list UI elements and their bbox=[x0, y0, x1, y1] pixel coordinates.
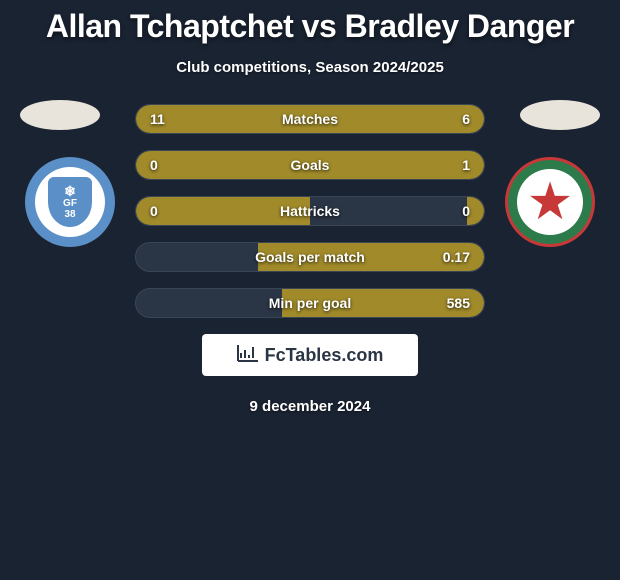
brand-text: FcTables.com bbox=[265, 345, 384, 366]
stat-label: Goals bbox=[291, 157, 330, 173]
stat-bar-hattricks: 0 Hattricks 0 bbox=[135, 196, 485, 226]
redstar-badge-icon: ★ bbox=[505, 157, 595, 247]
page-title: Allan Tchaptchet vs Bradley Danger bbox=[0, 0, 620, 45]
grenoble-badge-icon: ❄ GF 38 bbox=[25, 157, 115, 247]
stat-value-right: 585 bbox=[447, 295, 470, 311]
stat-value-right: 6 bbox=[462, 111, 470, 127]
team-logo-right: ★ bbox=[500, 152, 600, 252]
branding-badge: FcTables.com bbox=[202, 334, 418, 376]
stat-value-right: 1 bbox=[462, 157, 470, 173]
subtitle: Club competitions, Season 2024/2025 bbox=[0, 59, 620, 76]
team-logo-left: ❄ GF 38 bbox=[20, 152, 120, 252]
player-photo-right bbox=[520, 100, 600, 130]
snowflake-icon: ❄ bbox=[64, 184, 76, 198]
stat-value-left: 11 bbox=[150, 111, 165, 127]
stat-value-right: 0.17 bbox=[443, 249, 470, 265]
date-label: 9 december 2024 bbox=[0, 398, 620, 415]
stat-label: Matches bbox=[282, 111, 338, 127]
stat-fill-right bbox=[199, 151, 484, 179]
stat-bar-mpg: Min per goal 585 bbox=[135, 288, 485, 318]
stat-value-left: 0 bbox=[150, 157, 158, 173]
stat-label: Hattricks bbox=[280, 203, 340, 219]
stat-label: Min per goal bbox=[269, 295, 351, 311]
stat-bar-goals: 0 Goals 1 bbox=[135, 150, 485, 180]
star-icon: ★ bbox=[527, 176, 574, 228]
stat-value-right: 0 bbox=[462, 203, 470, 219]
player-photo-left bbox=[20, 100, 100, 130]
chart-icon bbox=[237, 344, 259, 367]
stat-bars: 11 Matches 6 0 Goals 1 0 Hattricks 0 Goa… bbox=[135, 104, 485, 318]
stat-label: Goals per match bbox=[255, 249, 365, 265]
stat-bar-matches: 11 Matches 6 bbox=[135, 104, 485, 134]
stat-bar-gpm: Goals per match 0.17 bbox=[135, 242, 485, 272]
stat-fill-left bbox=[136, 151, 199, 179]
badge-text-gf: GF bbox=[63, 198, 77, 209]
badge-text-38: 38 bbox=[64, 209, 75, 220]
comparison-panel: ❄ GF 38 ★ 11 Matches 6 0 Goals 1 bbox=[0, 104, 620, 415]
stat-value-left: 0 bbox=[150, 203, 158, 219]
